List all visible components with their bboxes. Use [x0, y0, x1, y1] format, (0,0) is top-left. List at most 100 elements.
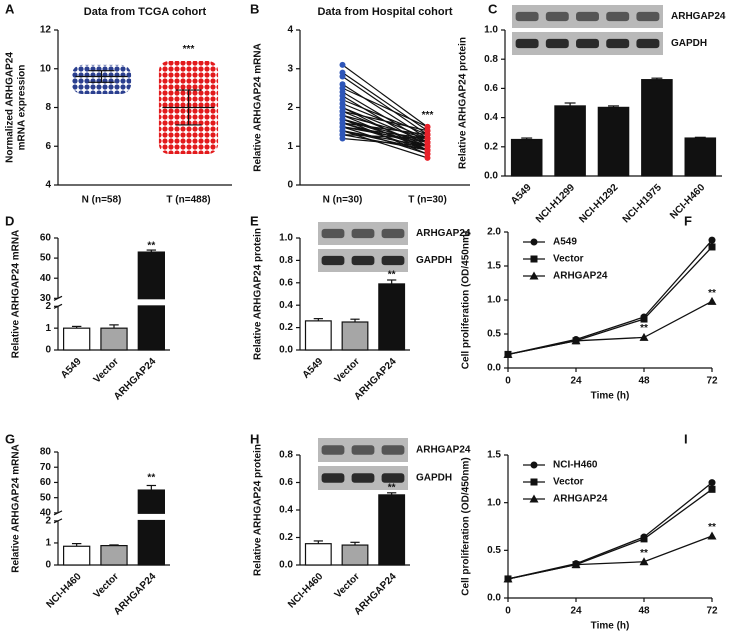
y-tick-label: 30 [40, 293, 52, 304]
x-tick-label: A549 [509, 182, 534, 207]
bar [62, 327, 91, 351]
point [571, 560, 581, 569]
legend-marker [530, 461, 538, 469]
y-tick-label: 60 [40, 477, 52, 488]
pair-line [342, 134, 428, 140]
pair-line [342, 99, 428, 136]
y-tick-label: 0.0 [484, 171, 498, 182]
y-tick-label: 0.6 [484, 83, 498, 94]
pair-line [342, 122, 428, 136]
pair-line [342, 118, 428, 143]
blot-band [381, 473, 405, 483]
annotation: ** [147, 473, 155, 484]
blot-band [606, 11, 630, 22]
y-tick-label: 8 [45, 102, 51, 113]
point [708, 479, 716, 487]
y-axis-label: Relative ARHGAP24 mRNA [11, 230, 22, 359]
y-tick-label: 0.2 [279, 532, 293, 543]
y-tick-label: 0 [287, 180, 293, 191]
blot-band [576, 11, 599, 22]
blot-band [545, 11, 569, 22]
point [339, 73, 346, 80]
y-axis-label: Relative ARHGAP24 protein [253, 444, 264, 576]
y-tick-label: 40 [40, 508, 52, 519]
pair-line [342, 126, 428, 143]
blot-band [321, 473, 345, 483]
x-tick-label: Vector [333, 571, 362, 600]
y-tick-label: 0.0 [487, 363, 501, 374]
blot-label: ARHGAP24 [671, 11, 726, 22]
pair-line [342, 126, 428, 140]
x-tick-label: 48 [638, 376, 650, 387]
blot-band [576, 38, 599, 49]
y-axis-label: Relative ARHGAP24 protein [253, 228, 264, 360]
x-tick-label: 72 [706, 376, 718, 387]
break-gap [136, 299, 167, 306]
x-tick-label: N (n=30) [323, 195, 363, 206]
legend-label: ARHGAP24 [553, 271, 608, 282]
panel-letter: E [250, 213, 259, 228]
blot-band [636, 11, 660, 22]
y-tick-label: 70 [40, 462, 52, 473]
y-tick-label: 6 [45, 141, 51, 152]
bar [684, 137, 717, 177]
legend-marker [529, 494, 539, 503]
x-axis-label: Time (h) [591, 391, 630, 402]
blot-label: ARHGAP24 [416, 445, 471, 456]
blot-band [381, 255, 405, 266]
bar [304, 543, 332, 566]
x-tick-label: NCI-H1975 [621, 182, 664, 225]
point [424, 135, 431, 142]
bar [341, 321, 369, 351]
y-tick-label: 60 [40, 233, 52, 244]
y-tick-label: 1.0 [279, 233, 293, 244]
point [707, 296, 717, 305]
point [424, 154, 431, 161]
x-tick-label: Vector [92, 571, 121, 600]
series-line [507, 246, 713, 356]
blot-band [606, 38, 630, 49]
panel-letter: B [250, 1, 259, 16]
y-tick-label: 1.0 [487, 295, 501, 306]
y-tick-label: 10 [40, 63, 52, 74]
panel-letter: F [684, 213, 692, 228]
y-axis-label: mRNA expression [17, 65, 28, 151]
y-tick-label: 0.5 [487, 545, 501, 556]
blot-label: GAPDH [416, 255, 452, 266]
x-tick-label: NCI-H460 [286, 571, 326, 611]
series-line [507, 239, 713, 356]
chart-title: Data from TCGA cohort [84, 6, 207, 18]
y-axis-label: Relative ARHGAP24 mRNA [253, 43, 264, 172]
x-tick-label: T (n=30) [408, 195, 447, 206]
bar [100, 327, 128, 351]
panel-letter: D [5, 213, 14, 228]
legend-label: ARHGAP24 [553, 494, 608, 505]
blot-band [321, 445, 345, 455]
blot-band [351, 445, 375, 455]
y-tick-label: 0.4 [484, 112, 498, 123]
blot-band [636, 38, 660, 49]
legend-label: NCI-H460 [553, 460, 598, 471]
bar [62, 545, 91, 566]
bar [641, 79, 673, 177]
bar [378, 283, 406, 351]
pair-line [342, 137, 428, 147]
blot-band [351, 255, 375, 266]
bar [304, 320, 332, 351]
legend-label: A549 [553, 237, 577, 248]
x-tick-label: 0 [505, 606, 511, 617]
blot-band [351, 228, 375, 239]
panel-letter: G [5, 431, 15, 446]
y-axis-label: Relative ARHGAP24 mRNA [11, 444, 22, 573]
annotation: ** [640, 548, 648, 559]
x-tick-label: 24 [570, 606, 582, 617]
x-tick-label: 24 [570, 376, 582, 387]
legend-marker [530, 238, 538, 246]
point [640, 315, 648, 323]
pair-line [342, 110, 428, 132]
y-tick-label: 0.2 [279, 322, 293, 333]
annotation: ** [388, 483, 396, 494]
x-tick-label: NCI-H1292 [577, 182, 620, 225]
point [571, 336, 581, 345]
